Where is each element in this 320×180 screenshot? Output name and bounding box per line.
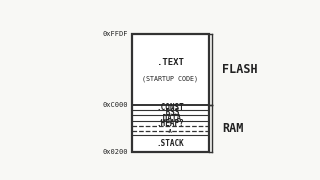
Text: RAM: RAM <box>222 122 244 135</box>
Text: .TEXT: .TEXT <box>157 58 184 67</box>
Text: (STARTUP CODE): (STARTUP CODE) <box>142 76 198 82</box>
Text: .CONST: .CONST <box>156 103 184 112</box>
Text: FLASH: FLASH <box>222 63 258 76</box>
Text: 0xC000: 0xC000 <box>102 102 128 108</box>
Text: 0x0200: 0x0200 <box>102 149 128 155</box>
Text: 0xFFDF: 0xFFDF <box>102 31 128 37</box>
Text: .STACK: .STACK <box>156 139 184 148</box>
Text: .BSS: .BSS <box>161 108 180 117</box>
Bar <box>132 34 209 152</box>
Text: .HEAP?: .HEAP? <box>156 119 184 128</box>
Text: .DATA: .DATA <box>159 114 182 123</box>
